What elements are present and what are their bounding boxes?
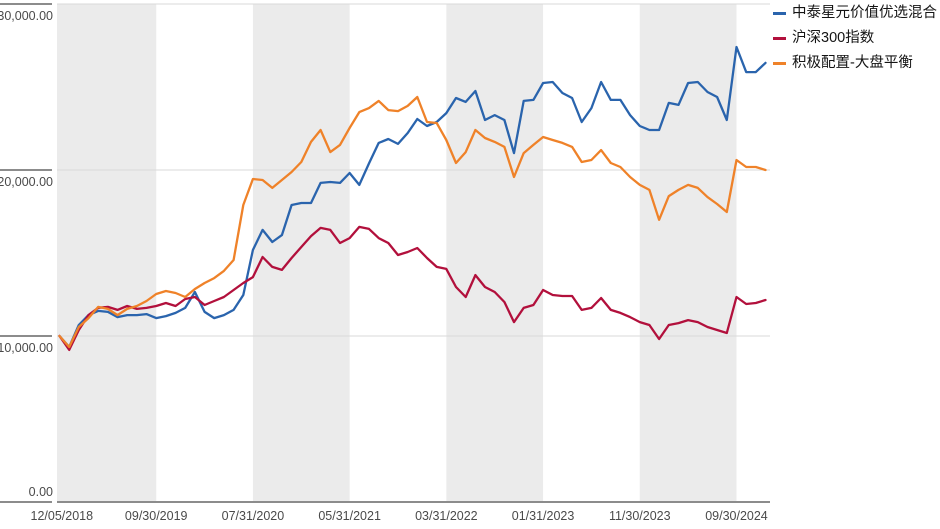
y-axis-label: 10,000.00 xyxy=(0,341,53,355)
x-axis-label: 07/31/2020 xyxy=(222,509,285,523)
series-line-index[interactable] xyxy=(58,225,767,352)
x-axis-label: 11/30/2023 xyxy=(609,509,671,523)
legend-item-fund[interactable]: 中泰星元价值优选混合 xyxy=(773,1,937,26)
legend-item-category[interactable]: 积极配置-大盘平衡 xyxy=(773,51,937,76)
background-band xyxy=(57,4,157,502)
legend-swatch-fund xyxy=(773,12,786,15)
legend-swatch-category xyxy=(773,62,786,65)
background-band xyxy=(639,4,737,502)
chart-legend: 中泰星元价值优选混合 沪深300指数积极配置-大盘平衡 xyxy=(773,1,937,76)
y-axis-label: 20,000.00 xyxy=(0,175,53,189)
series-line-category[interactable] xyxy=(58,95,767,349)
legend-swatch-index xyxy=(773,37,786,40)
legend-item-index[interactable]: 沪深300指数 xyxy=(773,26,937,51)
background-band xyxy=(252,4,350,502)
x-axis-label: 09/30/2019 xyxy=(125,509,188,523)
y-axis-label: 30,000.00 xyxy=(0,9,53,23)
legend-label: 积极配置-大盘平衡 xyxy=(792,55,913,72)
x-axis-label: 03/31/2022 xyxy=(415,509,478,523)
x-axis-label: 01/31/2023 xyxy=(512,509,575,523)
x-axis-label: 12/05/2018 xyxy=(31,509,94,523)
series-line-fund[interactable] xyxy=(58,45,767,349)
x-axis-label: 09/30/2024 xyxy=(705,509,768,523)
background-band xyxy=(446,4,544,502)
y-axis-label: 0.00 xyxy=(29,485,53,499)
legend-label: 沪深300指数 xyxy=(792,30,875,47)
x-axis-label: 05/31/2021 xyxy=(318,509,381,523)
legend-label: 中泰星元价值优选混合 xyxy=(792,5,937,22)
